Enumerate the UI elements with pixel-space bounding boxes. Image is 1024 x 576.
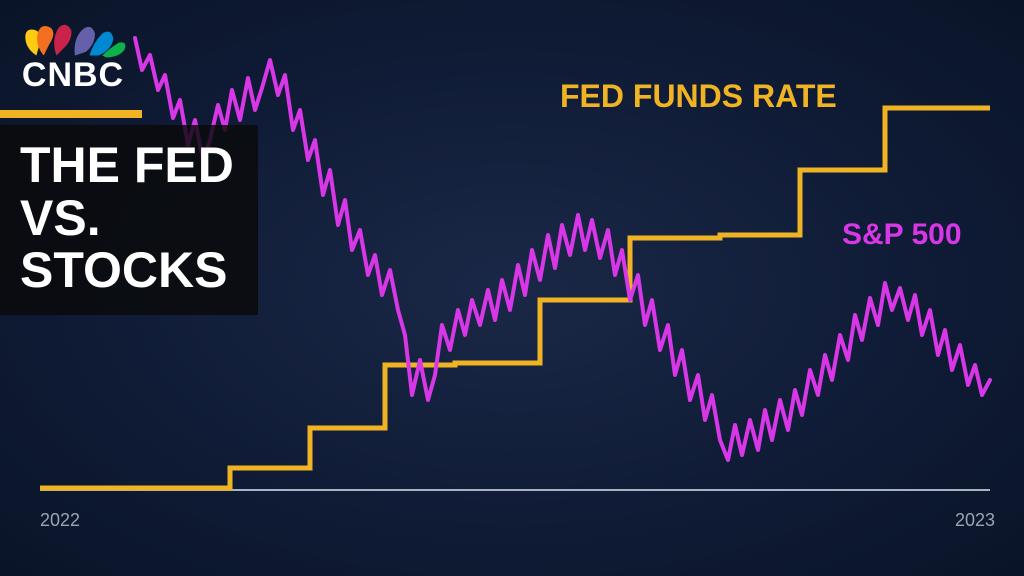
fed-funds-label: FED FUNDS RATE: [560, 78, 837, 115]
cnbc-logo-text: CNBC: [22, 56, 124, 95]
sp500-label: S&P 500: [842, 218, 962, 252]
title-line-2: VS.: [20, 192, 234, 245]
cnbc-logo: CNBC: [18, 20, 128, 95]
peacock-icon: [18, 20, 128, 58]
x-axis-label-end: 2023: [955, 510, 995, 531]
title-line-1: THE FED: [20, 139, 234, 192]
title-panel: THE FED VS. STOCKS: [0, 125, 258, 315]
accent-bar: [0, 110, 142, 118]
x-axis-label-start: 2022: [40, 510, 80, 531]
title-line-3: STOCKS: [20, 244, 234, 297]
